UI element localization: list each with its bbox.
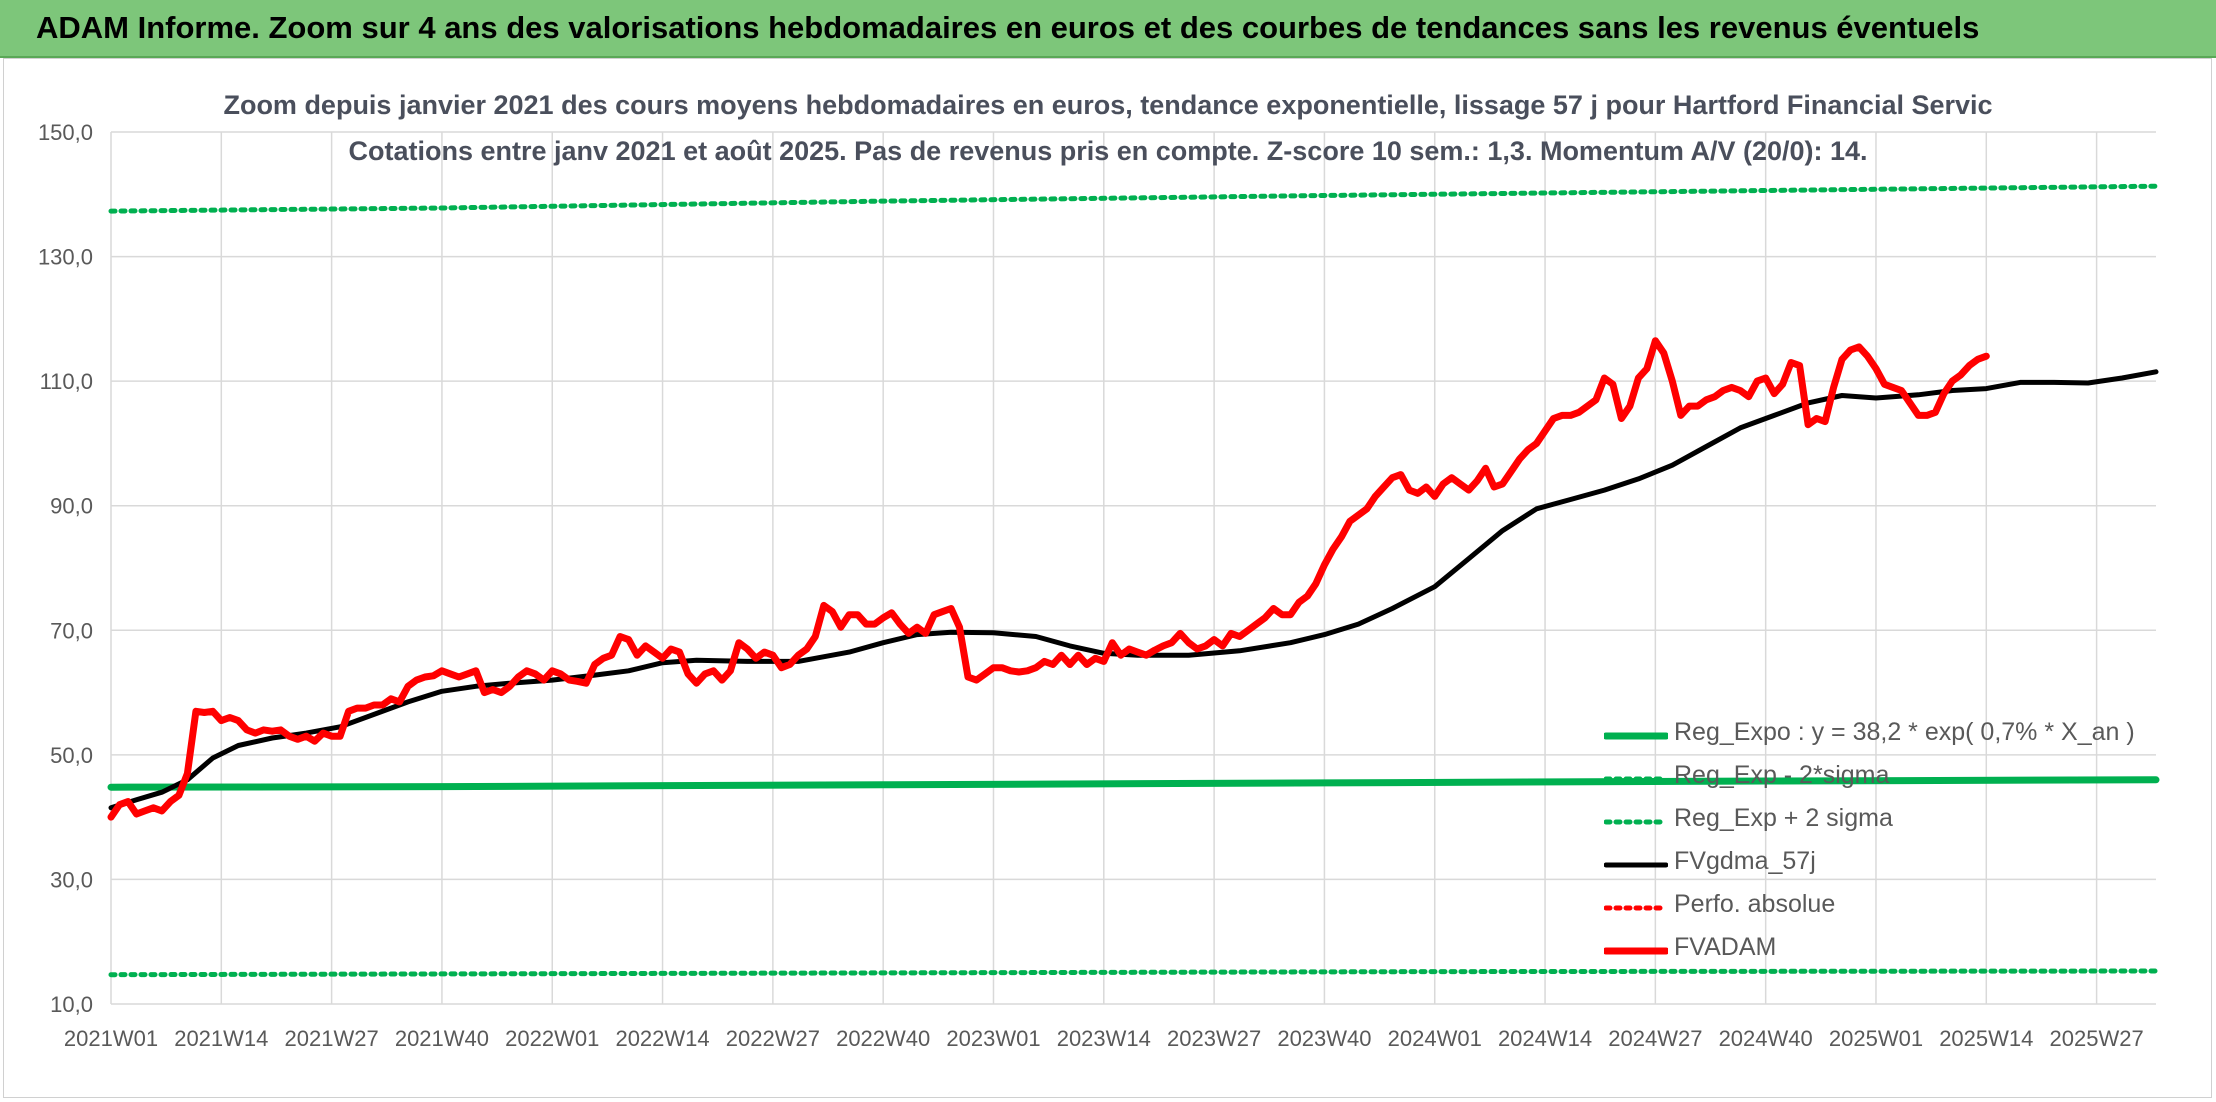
y-tick-label: 30,0 xyxy=(50,867,93,892)
chart-title-line1: Zoom depuis janvier 2021 des cours moyen… xyxy=(223,90,1993,120)
x-tick-label: 2021W27 xyxy=(285,1026,379,1051)
x-tick-label: 2025W14 xyxy=(1939,1026,2033,1051)
x-tick-label: 2023W01 xyxy=(946,1026,1040,1051)
x-tick-label: 2022W14 xyxy=(615,1026,709,1051)
legend-swatch xyxy=(1604,732,1668,740)
legend-label: FVgdma_57j xyxy=(1674,847,1816,875)
legend-label: FVADAM xyxy=(1674,933,1777,961)
header-banner: ADAM Informe. Zoom sur 4 ans des valoris… xyxy=(0,0,2216,58)
legend-item: FVgdma_57j xyxy=(1604,847,2164,890)
y-tick-label: 110,0 xyxy=(40,369,93,394)
x-tick-label: 2025W01 xyxy=(1829,1026,1923,1051)
x-tick-label: 2024W40 xyxy=(1719,1026,1813,1051)
legend-item: Perfo. absolue xyxy=(1604,890,2164,933)
chart-title-line2: Cotations entre janv 2021 et août 2025. … xyxy=(348,136,1868,166)
chart-frame xyxy=(3,58,2212,1098)
banner-title: ADAM Informe. Zoom sur 4 ans des valoris… xyxy=(36,10,1980,45)
legend-swatch xyxy=(1604,905,1668,911)
y-tick-label: 150,0 xyxy=(38,120,93,145)
legend-swatch xyxy=(1604,947,1668,955)
legend-item: Reg_Exp + 2 sigma xyxy=(1604,804,2164,847)
series-line-1 xyxy=(107,776,2160,791)
legend-item: FVADAM xyxy=(1604,933,2164,976)
series-line-3 xyxy=(108,183,2159,214)
x-tick-label: 2023W14 xyxy=(1057,1026,1151,1051)
x-tick-label: 2024W14 xyxy=(1498,1026,1592,1051)
x-tick-label: 2022W40 xyxy=(836,1026,930,1051)
y-tick-label: 70,0 xyxy=(50,618,93,643)
x-tick-label: 2022W27 xyxy=(726,1026,820,1051)
x-tick-label: 2021W01 xyxy=(64,1026,158,1051)
x-tick-label: 2021W40 xyxy=(395,1026,489,1051)
series-line-6 xyxy=(107,337,1990,821)
y-tick-label: 50,0 xyxy=(50,743,93,768)
x-tick-label: 2025W27 xyxy=(2050,1026,2144,1051)
x-tick-label: 2021W14 xyxy=(174,1026,268,1051)
legend-swatch xyxy=(1604,776,1668,782)
y-tick-label: 10,0 xyxy=(50,992,93,1017)
x-tick-label: 2024W01 xyxy=(1388,1026,1482,1051)
legend-label: Perfo. absolue xyxy=(1674,890,1836,918)
legend-label: Reg_Expo : y = 38,2 * exp( 0,7% * X_an ) xyxy=(1674,718,2135,746)
legend-label: Reg_Exp + 2 sigma xyxy=(1674,804,1893,832)
x-tick-label: 2023W27 xyxy=(1167,1026,1261,1051)
legend-item: Reg_Expo : y = 38,2 * exp( 0,7% * X_an ) xyxy=(1604,718,2164,761)
legend-label: Reg_Exp - 2*sigma xyxy=(1674,761,1890,789)
legend-item: Reg_Exp - 2*sigma xyxy=(1604,761,2164,804)
x-tick-label: 2024W27 xyxy=(1608,1026,1702,1051)
legend-swatch xyxy=(1604,862,1668,868)
y-tick-label: 90,0 xyxy=(50,494,93,519)
x-tick-label: 2022W01 xyxy=(505,1026,599,1051)
series-line-2 xyxy=(108,968,2159,978)
y-tick-label: 130,0 xyxy=(38,245,93,270)
legend-swatch xyxy=(1604,819,1668,825)
x-tick-label: 2023W40 xyxy=(1277,1026,1371,1051)
